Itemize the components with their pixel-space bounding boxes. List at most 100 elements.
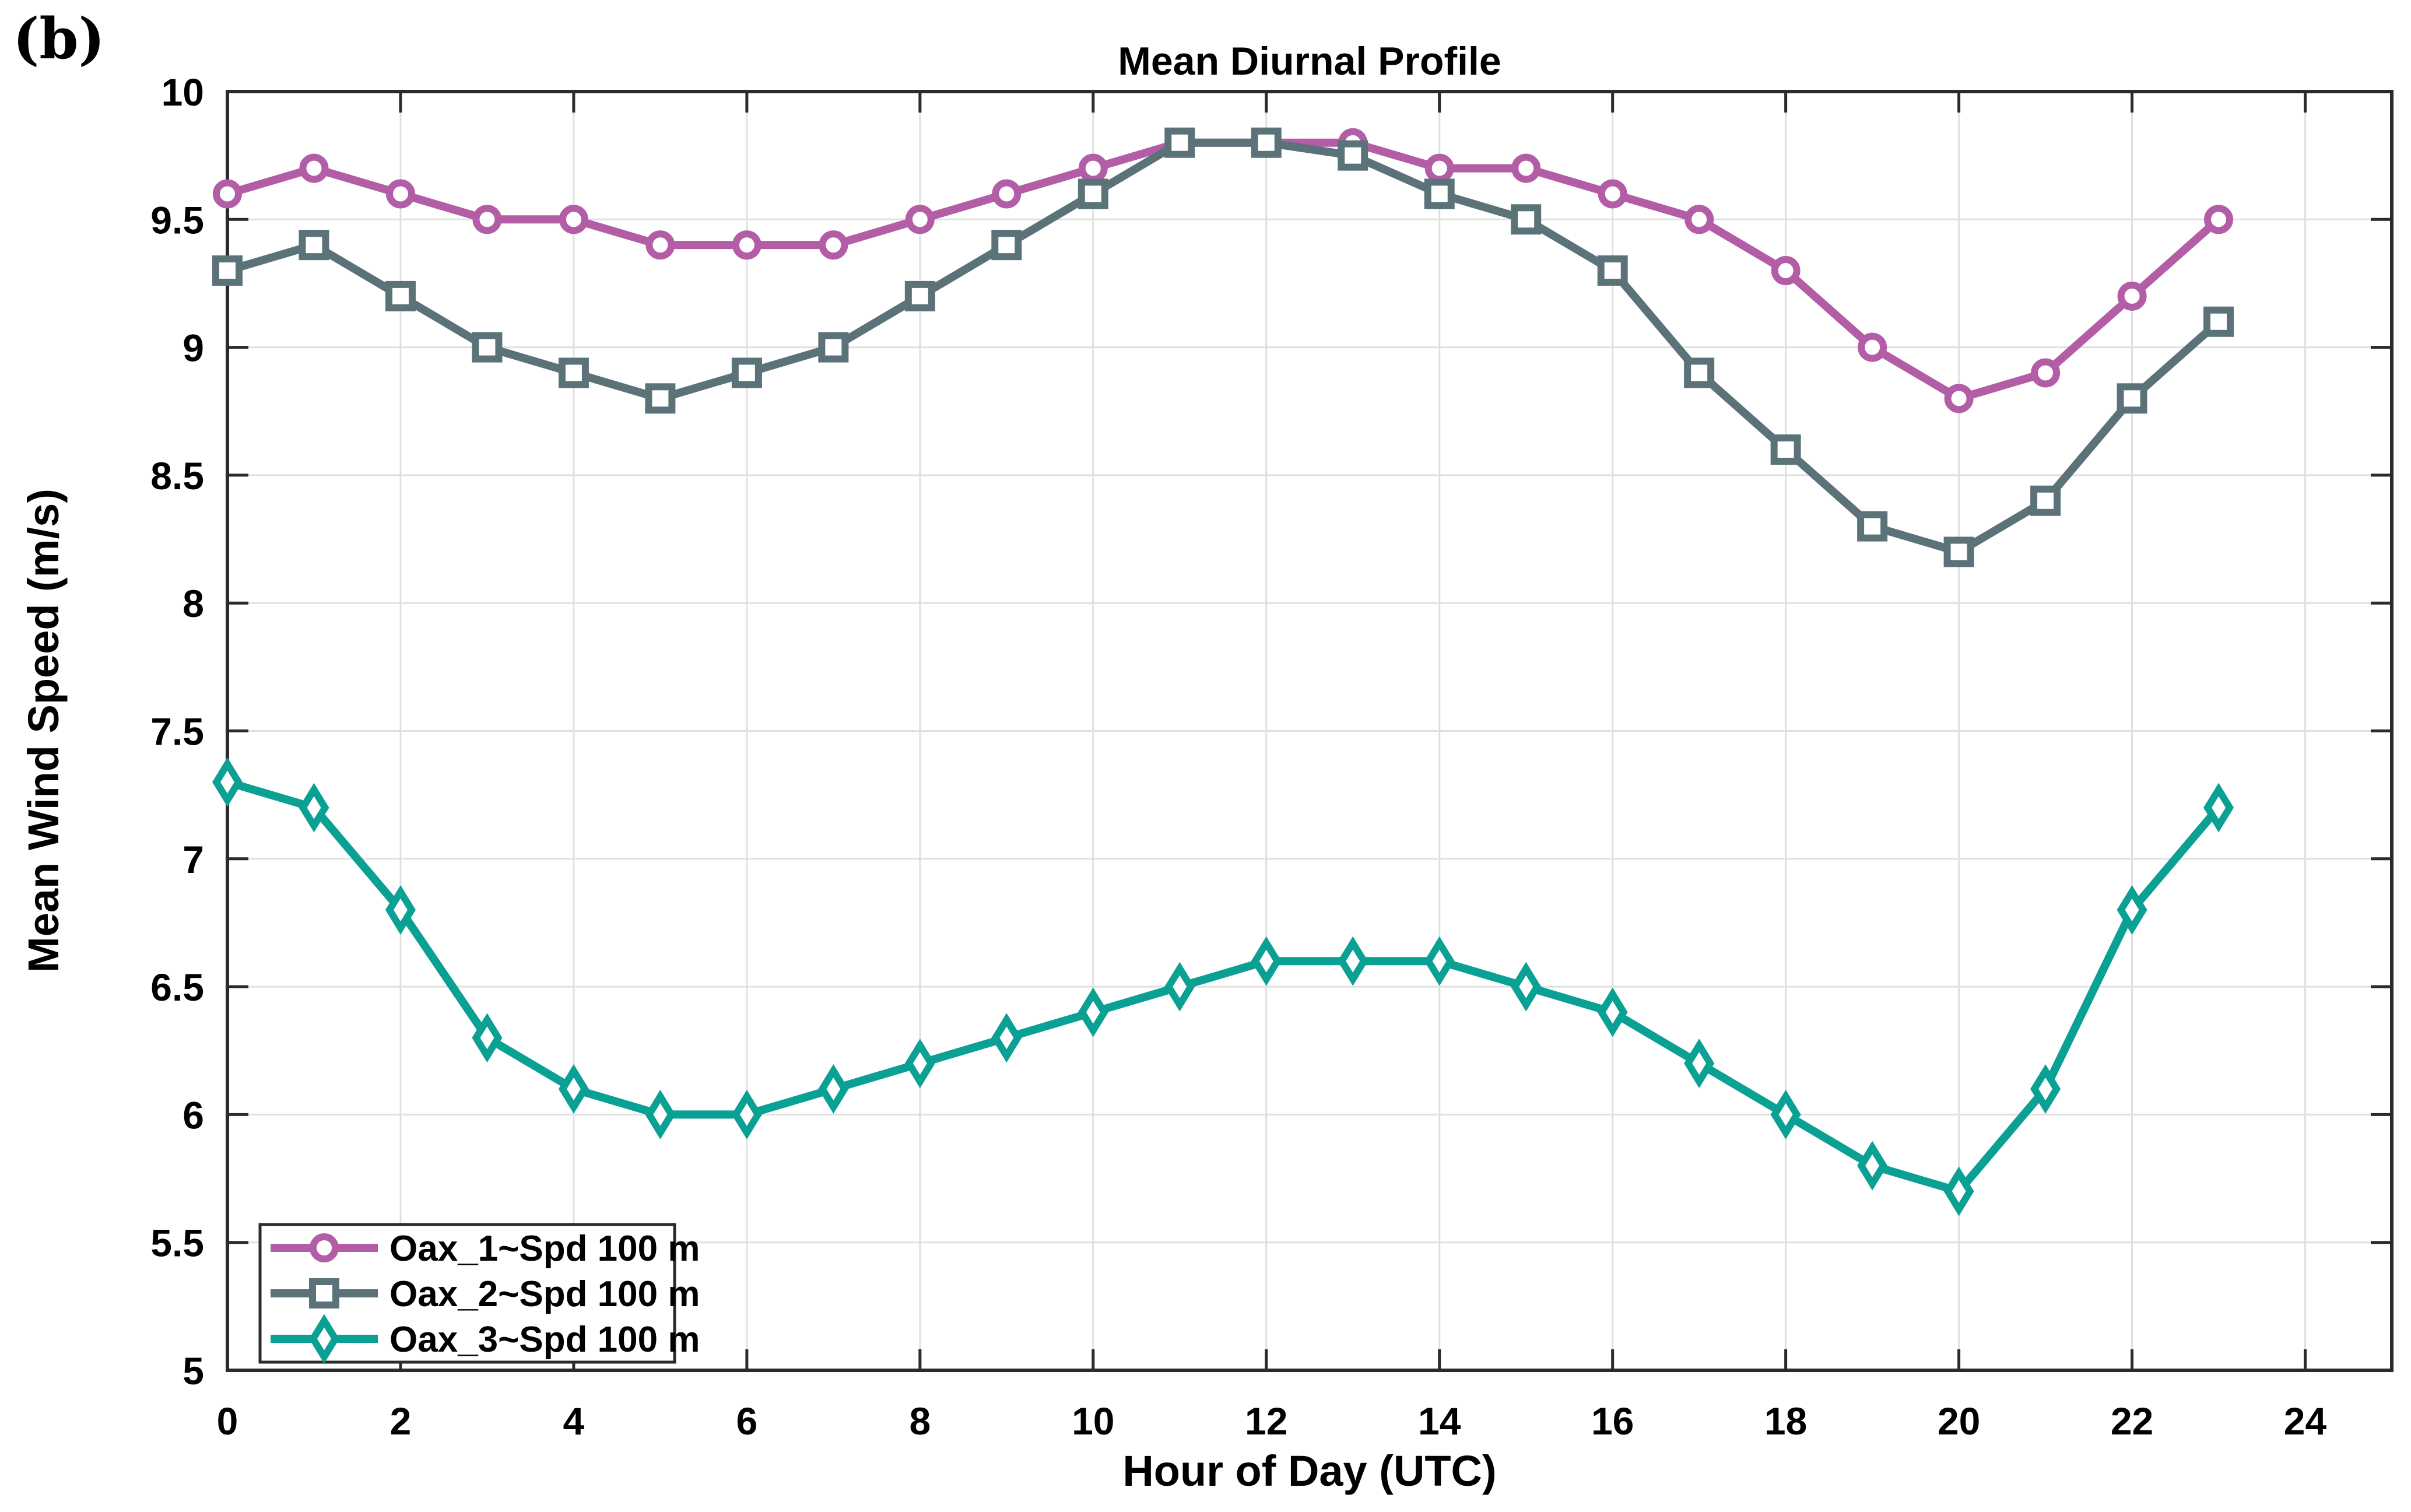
y-axis-label: Mean Wind Speed (m/s) xyxy=(19,489,68,973)
legend-label: Oax_1~Spd 100 m xyxy=(389,1229,700,1269)
circle-marker xyxy=(645,230,675,260)
circle-marker xyxy=(299,153,329,183)
circle-marker xyxy=(1944,384,1974,413)
square-marker xyxy=(1511,204,1542,235)
legend-label: Oax_2~Spd 100 m xyxy=(389,1274,700,1314)
diamond-marker xyxy=(1597,987,1628,1037)
x-tick-label: 0 xyxy=(217,1399,238,1443)
legend-item: Oax_2~Spd 100 m xyxy=(271,1274,700,1314)
diamond-marker xyxy=(299,783,329,833)
x-tick-label: 6 xyxy=(736,1399,758,1443)
y-tick-label: 7 xyxy=(183,838,204,881)
diamond-marker xyxy=(2203,783,2234,833)
x-tick-label: 24 xyxy=(2284,1399,2327,1443)
y-tick-label: 10 xyxy=(162,71,204,114)
legend-item: Oax_1~Spd 100 m xyxy=(271,1229,700,1269)
square-marker xyxy=(991,230,1022,261)
tick-labels: 0 2 4 6 8 10 12 14 16 18 20 22 2455.566.577.588.599.… xyxy=(150,71,2326,1443)
square-marker xyxy=(1164,127,1195,158)
chart-title: Mean Diurnal Profile xyxy=(1118,39,1501,83)
circle-marker xyxy=(1598,179,1627,209)
square-marker xyxy=(472,332,503,363)
y-tick-label: 9.5 xyxy=(150,198,204,241)
panel-label: (b) xyxy=(13,6,105,72)
y-tick-label: 9 xyxy=(183,327,204,370)
circle-marker xyxy=(2204,205,2234,234)
circle-marker xyxy=(1858,332,1887,362)
circle-marker xyxy=(2117,281,2147,311)
square-marker xyxy=(1857,511,1888,542)
square-marker xyxy=(1770,434,1801,465)
circle-marker xyxy=(1078,153,1108,183)
square-marker xyxy=(1597,255,1628,286)
circle-marker xyxy=(2031,358,2061,388)
square-marker xyxy=(1424,178,1455,209)
diamond-marker xyxy=(731,1089,762,1139)
square-marker xyxy=(2030,485,2061,516)
diamond-marker xyxy=(558,1064,589,1114)
diamond-marker xyxy=(212,757,243,807)
square-marker xyxy=(212,255,243,286)
x-tick-label: 16 xyxy=(1591,1399,1634,1443)
x-tick-label: 4 xyxy=(563,1399,585,1443)
series-2 xyxy=(212,127,2234,567)
diamond-marker xyxy=(904,1039,935,1089)
diamond-marker xyxy=(1857,1141,1888,1191)
diamond-marker xyxy=(1424,936,1455,986)
x-axis-label: Hour of Day (UTC) xyxy=(1122,1447,1496,1495)
square-marker xyxy=(1684,357,1715,388)
diamond-marker xyxy=(385,885,416,935)
x-tick-label: 20 xyxy=(1938,1399,1980,1443)
legend-marker xyxy=(309,1278,339,1308)
square-marker xyxy=(1943,536,1974,567)
circle-marker xyxy=(1771,256,1801,286)
y-tick-label: 6 xyxy=(183,1093,204,1136)
diamond-marker xyxy=(2030,1064,2061,1114)
diamond-marker xyxy=(1338,936,1368,986)
square-marker xyxy=(2203,306,2234,337)
y-tick-label: 5.5 xyxy=(150,1222,204,1265)
x-tick-label: 12 xyxy=(1245,1399,1287,1443)
square-marker xyxy=(818,332,849,363)
x-tick-label: 8 xyxy=(909,1399,931,1443)
circle-marker xyxy=(559,205,588,234)
circle-marker xyxy=(213,179,242,209)
series-1 xyxy=(213,128,2234,413)
square-marker xyxy=(645,383,676,414)
square-marker xyxy=(2117,383,2147,414)
circle-marker xyxy=(1684,205,1714,234)
x-tick-label: 14 xyxy=(1418,1399,1461,1443)
circle-marker xyxy=(1511,153,1541,183)
x-tick-label: 2 xyxy=(390,1399,412,1443)
circle-marker xyxy=(905,205,935,234)
diamond-marker xyxy=(2117,885,2147,935)
square-marker xyxy=(1251,127,1282,158)
diamond-marker xyxy=(645,1089,676,1139)
legend-item: Oax_3~Spd 100 m xyxy=(271,1314,700,1364)
circle-marker xyxy=(385,179,415,209)
square-marker xyxy=(1078,178,1108,209)
x-tick-label: 10 xyxy=(1072,1399,1114,1443)
diamond-marker xyxy=(1164,962,1195,1012)
diamond-marker xyxy=(991,1013,1022,1063)
circle-marker xyxy=(732,230,761,260)
diamond-marker xyxy=(1943,1166,1974,1216)
legend-marker xyxy=(308,1314,340,1364)
square-marker xyxy=(731,357,762,388)
diamond-marker xyxy=(1251,936,1282,986)
square-marker xyxy=(1338,140,1368,171)
series-3 xyxy=(212,757,2234,1216)
circle-marker xyxy=(472,205,502,234)
circle-marker xyxy=(1424,153,1454,183)
diamond-marker xyxy=(472,1013,503,1063)
data-series xyxy=(212,127,2234,1216)
diamond-marker xyxy=(818,1064,849,1114)
diamond-marker xyxy=(1511,962,1542,1012)
gridlines xyxy=(227,92,2392,1370)
legend-label: Oax_3~Spd 100 m xyxy=(389,1320,700,1360)
x-tick-label: 22 xyxy=(2111,1399,2153,1443)
circle-marker xyxy=(992,179,1022,209)
y-tick-label: 8 xyxy=(183,582,204,625)
